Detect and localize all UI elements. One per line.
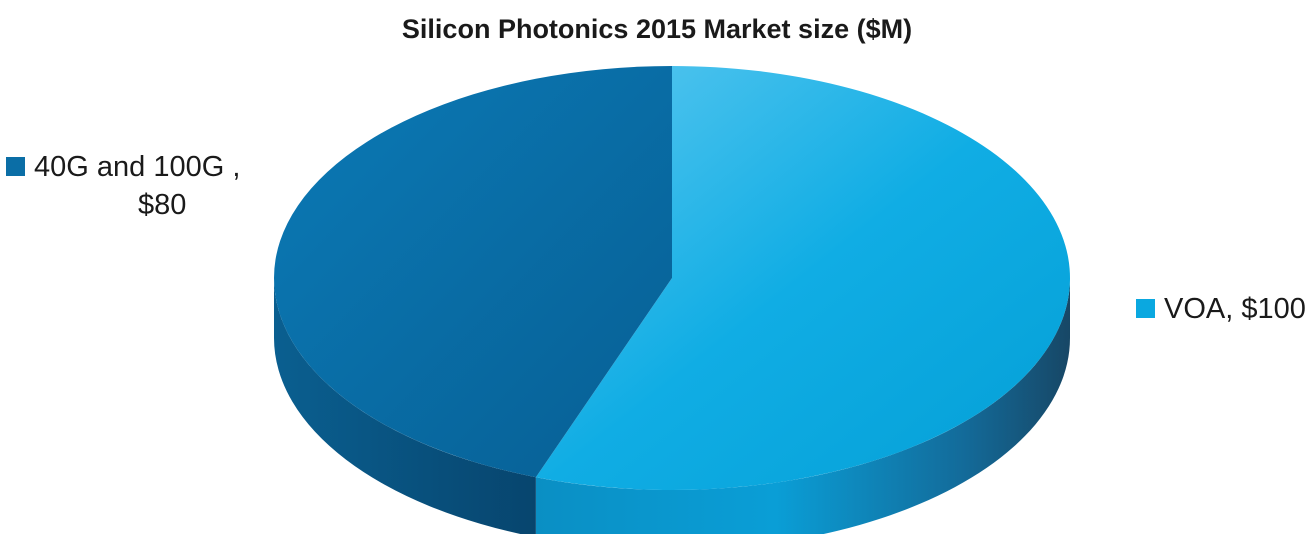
legend-label-voa: VOA, $100 [1164,293,1306,325]
legend-swatch-voa [1136,298,1155,318]
chart-title: Silicon Photonics 2015 Market size ($M) [401,14,913,44]
legend-swatch-40g-100g [6,156,25,176]
pie-side-voa [535,278,1070,534]
legend-label-40g-100g: 40G and 100G , [34,151,241,183]
legend-40g-100g: 40G and 100G , $80 [6,148,240,224]
pie-side-40g-100g [274,278,536,534]
pie-slice-voa [535,66,1070,490]
legend-voa: VOA, $100 [1136,290,1306,328]
legend-value-40g-100g: $80 [138,189,187,221]
pie-slice-40g-100g [273,66,672,478]
